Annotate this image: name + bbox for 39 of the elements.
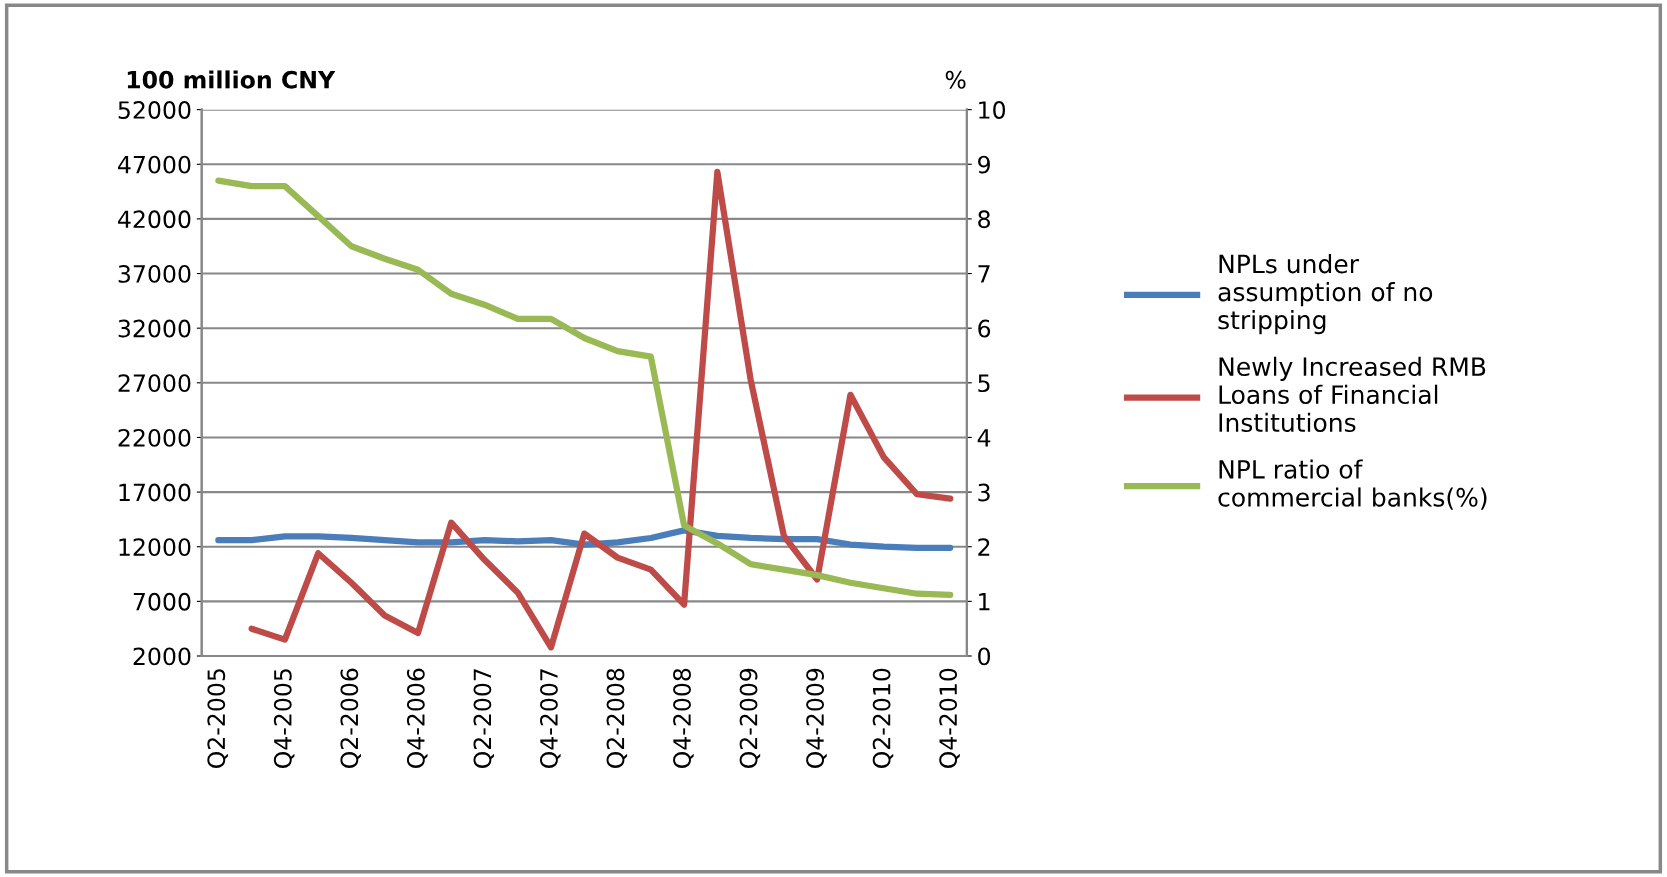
y-tick-label: 37000 [118, 264, 191, 283]
y-axis-title: 100 million CNY [127, 70, 336, 89]
y2-tick-label: 2 [978, 538, 990, 556]
y2-tick-label: 10 [979, 101, 1006, 119]
y-tick-label: 47000 [118, 155, 191, 174]
y-tick-label: 22000 [118, 428, 191, 447]
y2-tick-label: 5 [978, 374, 990, 393]
y-tick-label: 12000 [119, 538, 191, 557]
y2-tick-label: 0 [978, 647, 991, 666]
x-tick-label: Q2-2010 [872, 668, 894, 768]
y-tick-label: 52000 [118, 101, 191, 119]
y-tick-label: 42000 [118, 210, 191, 229]
y2-tick-label: 9 [978, 155, 990, 174]
x-tick-label: Q4-2006 [406, 668, 428, 768]
y2-tick-label: 8 [978, 210, 990, 229]
x-tick-label: Q4-2008 [673, 668, 694, 768]
x-tick-label: Q4-2010 [939, 668, 960, 768]
x-tick-label: Q4-2009 [806, 668, 827, 768]
y2-tick-label: 4 [977, 429, 991, 447]
x-tick-label: Q2-2008 [606, 668, 628, 768]
y-tick-label: 2000 [133, 647, 191, 666]
x-tick-label: Q2-2005 [207, 669, 228, 768]
x-tick-label: Q2-2006 [340, 668, 361, 768]
y-tick-label: 27000 [118, 374, 191, 393]
y-tick-label: 17000 [119, 483, 191, 502]
y2-axis-title: % [945, 70, 966, 89]
y2-tick-label: 7 [978, 265, 990, 283]
y-tick-label: 7000 [133, 592, 191, 611]
x-tick-label: Q4-2005 [273, 669, 295, 768]
legend-label: Newly Increased RMB Loans of Financial Institutions [1219, 356, 1486, 433]
x-tick-label: Q4-2007 [540, 669, 561, 768]
y2-tick-label: 6 [978, 319, 991, 338]
x-tick-label: Q2-2009 [739, 668, 761, 768]
x-tick-label: Q2-2007 [473, 669, 495, 768]
legend-label: NPL ratio of commercial banks(%) [1218, 459, 1487, 510]
y-tick-label: 32000 [118, 319, 191, 338]
y2-tick-label: 3 [978, 483, 990, 502]
y2-tick-label: 1 [979, 593, 990, 611]
legend-label: NPLs under assumption of no stripping [1218, 254, 1433, 335]
